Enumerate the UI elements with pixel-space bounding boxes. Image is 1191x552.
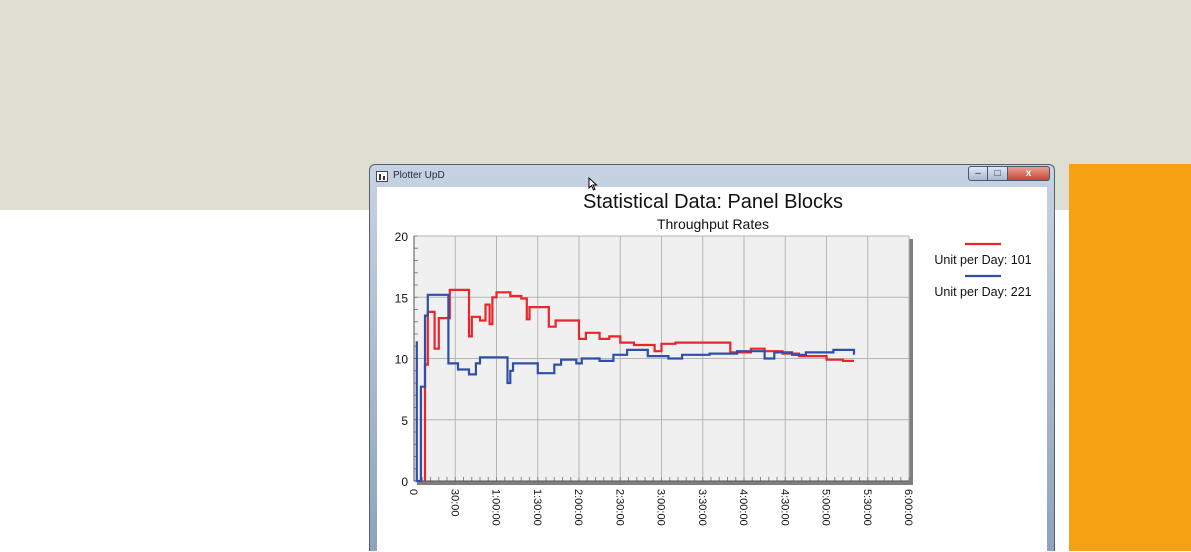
chart-svg: Statistical Data: Panel Blocks Throughpu… [395, 191, 1032, 526]
x-tick-label: 2:30:00 [613, 489, 625, 526]
close-button[interactable]: x [1008, 166, 1050, 181]
x-tick-label: 4:00:00 [737, 489, 749, 526]
x-tick-label: 1:00:00 [490, 489, 502, 526]
y-tick-label: 15 [395, 291, 409, 305]
plot-area-shadow-bottom [417, 481, 913, 485]
plotter-window[interactable]: Plotter UpD – □ x Statistical Data: Pane… [369, 164, 1055, 552]
chart-client-area: Statistical Data: Panel Blocks Throughpu… [377, 187, 1047, 552]
x-tick-label: 3:00:00 [655, 489, 667, 526]
series-line-2 [415, 293, 856, 483]
plot-area-shadow-right [909, 239, 913, 484]
series-line-1 [423, 288, 854, 481]
x-tick-label: 0 [407, 489, 419, 495]
x-tick-label: 1:30:00 [531, 489, 543, 526]
mouse-cursor-icon [588, 177, 598, 191]
x-tick-label: 30:00 [448, 489, 460, 517]
maximize-button[interactable]: □ [988, 166, 1008, 181]
x-tick-label: 2:00:00 [572, 489, 584, 526]
x-tick-label: 5:00:00 [820, 489, 832, 526]
chart-app-icon [376, 171, 388, 182]
y-tick-label: 10 [395, 353, 409, 367]
y-tick-label: 20 [395, 230, 409, 244]
x-tick-label: 5:30:00 [861, 489, 873, 526]
legend-label: Unit per Day: 101 [934, 253, 1031, 267]
orange-side-panel [1069, 164, 1191, 551]
window-controls: – □ x [968, 166, 1050, 182]
x-tick-label: 4:30:00 [778, 489, 790, 526]
y-tick-label: 5 [401, 414, 408, 428]
minimize-button[interactable]: – [968, 166, 988, 181]
x-tick-label: 3:30:00 [696, 489, 708, 526]
window-titlebar[interactable]: Plotter UpD – □ x [370, 165, 1054, 187]
x-tick-label: 6:00:00 [902, 489, 914, 526]
chart-subtitle: Throughput Rates [657, 216, 769, 232]
window-title: Plotter UpD [393, 170, 445, 181]
legend-label: Unit per Day: 221 [934, 285, 1031, 299]
y-tick-label: 0 [401, 475, 408, 489]
chart-title: Statistical Data: Panel Blocks [583, 191, 843, 213]
